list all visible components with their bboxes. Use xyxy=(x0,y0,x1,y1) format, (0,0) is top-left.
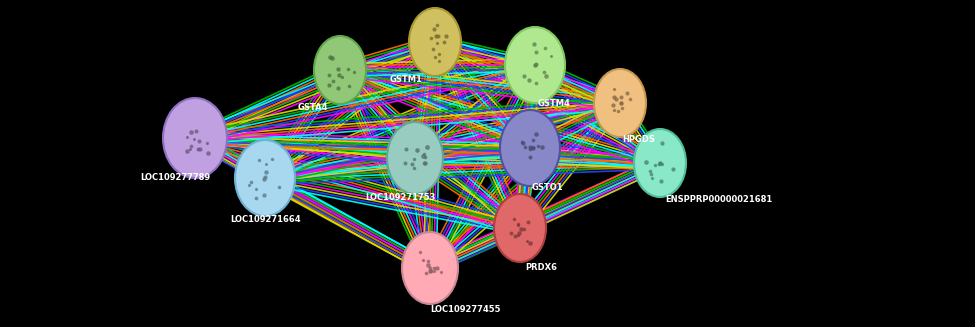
Ellipse shape xyxy=(505,27,565,103)
Text: ENSPPRP00000021681: ENSPPRP00000021681 xyxy=(665,196,772,204)
Ellipse shape xyxy=(494,194,546,262)
Text: HPGDS: HPGDS xyxy=(622,135,655,145)
Ellipse shape xyxy=(163,98,227,178)
Text: LOC109277455: LOC109277455 xyxy=(430,305,500,315)
Text: LOC109271753: LOC109271753 xyxy=(365,194,436,202)
Ellipse shape xyxy=(402,232,458,304)
Text: LOC109277789: LOC109277789 xyxy=(140,174,211,182)
Text: GSTA4: GSTA4 xyxy=(298,104,329,112)
Ellipse shape xyxy=(387,122,443,194)
Text: LOC109271664: LOC109271664 xyxy=(230,215,300,225)
Ellipse shape xyxy=(634,129,686,197)
Text: GSTO1: GSTO1 xyxy=(532,183,564,193)
Ellipse shape xyxy=(594,69,646,137)
Ellipse shape xyxy=(235,140,295,216)
Text: GSTM4: GSTM4 xyxy=(538,99,571,109)
Ellipse shape xyxy=(500,110,560,186)
Text: PRDX6: PRDX6 xyxy=(525,264,557,272)
Ellipse shape xyxy=(314,36,366,104)
Text: GSTM1: GSTM1 xyxy=(390,76,423,84)
Ellipse shape xyxy=(409,8,461,76)
